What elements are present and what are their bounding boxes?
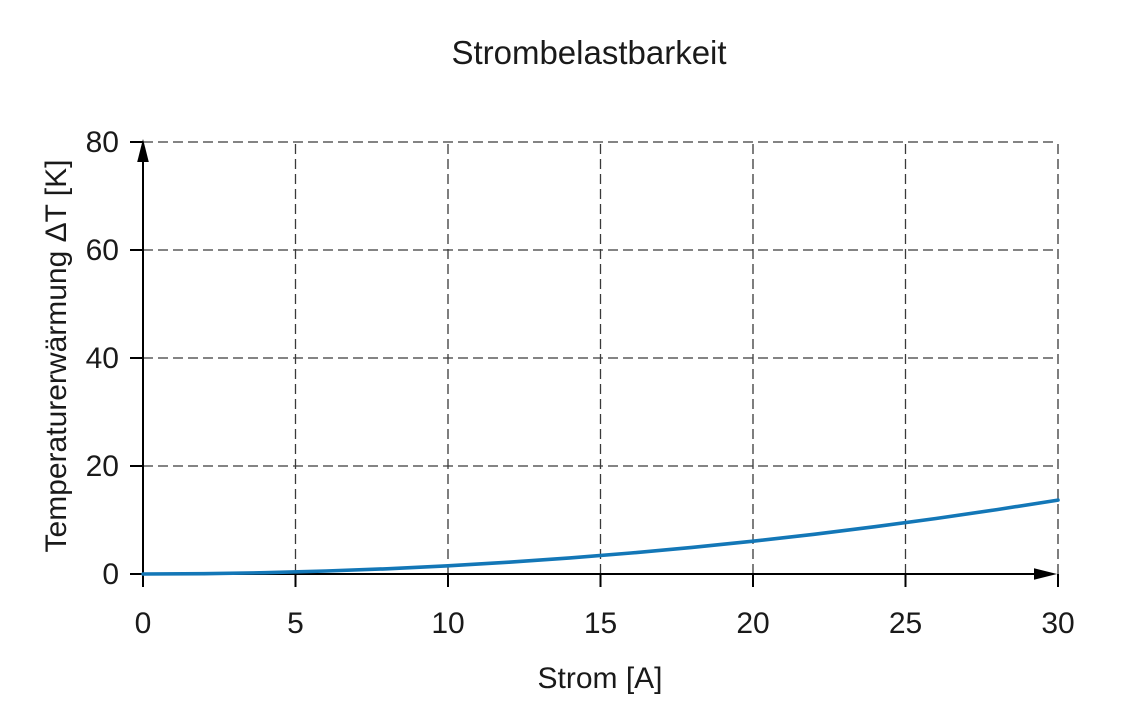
x-tick-label: 5 (287, 607, 304, 640)
y-tick-label: 0 (102, 558, 119, 591)
x-tick-label: 20 (736, 607, 769, 640)
y-tick-label: 80 (86, 126, 119, 159)
x-tick-label: 30 (1041, 607, 1074, 640)
x-tick-label: 15 (584, 607, 617, 640)
y-tick-label: 60 (86, 234, 119, 267)
x-axis-label: Strom [A] (537, 662, 662, 695)
gridlines (143, 141, 1059, 574)
x-axis-arrow-icon (1034, 568, 1057, 580)
y-axis-label: Temperaturerwärmung ΔT [K] (40, 160, 73, 553)
y-tick-label: 40 (86, 342, 119, 375)
data-series-line (141, 498, 1060, 576)
x-tick-label: 25 (889, 607, 922, 640)
x-tick-label: 0 (135, 607, 152, 640)
x-tick-label: 10 (431, 607, 464, 640)
y-axis-arrow-icon (137, 139, 149, 162)
data-series (141, 498, 1060, 576)
tick-marks (130, 141, 1059, 587)
chart-title: Strombelastbarkeit (451, 34, 726, 71)
y-tick-label: 20 (86, 450, 119, 483)
tick-labels: 0 5 10 15 20 25 30 0 20 40 60 80 (86, 126, 1075, 640)
